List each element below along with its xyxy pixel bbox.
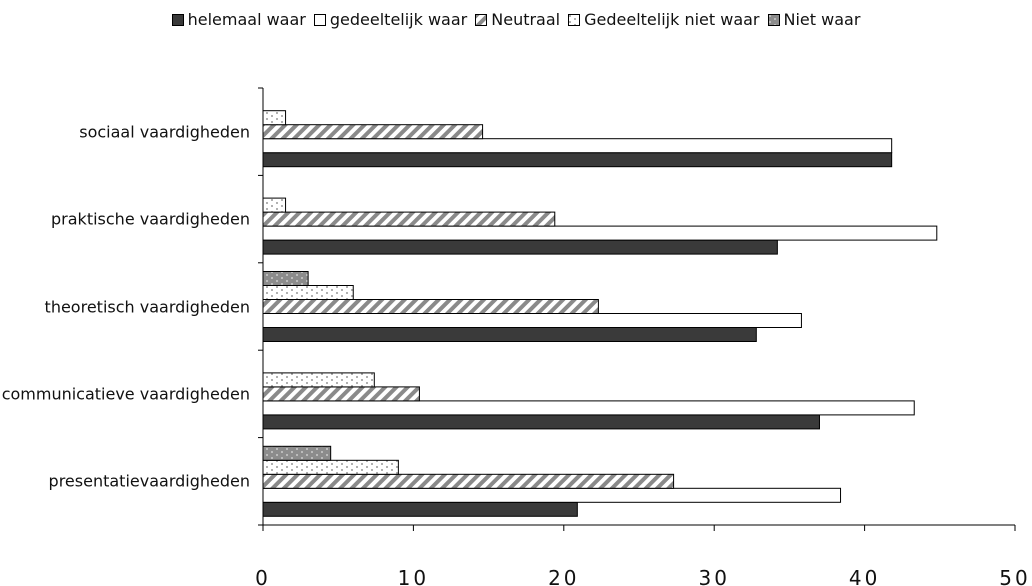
bar [262,487,842,503]
x-tick-label: 40 [849,566,880,586]
swatch [568,13,581,26]
legend-swatch [475,13,488,26]
swatch [313,13,326,26]
category-text: theoretisch vaardigheden [44,297,250,316]
bar [262,473,675,489]
bar [262,459,399,475]
bar [262,327,757,342]
bar [262,445,332,461]
category-label: sociaal vaardigheden [0,122,250,141]
legend-swatch [313,13,326,26]
category-label: praktische vaardigheden [0,210,250,229]
bar [262,271,309,286]
swatch [475,13,488,26]
category-text: sociaal vaardigheden [79,122,250,142]
bar [262,138,893,154]
category-text: praktische vaardigheden [51,209,250,229]
x-tick-label: 20 [548,566,579,586]
bar [262,211,556,227]
x-tick-label: 10 [398,566,429,586]
bar [262,110,287,126]
legend-label: Gedeeltelijk niet waar [584,10,760,29]
bar [262,313,802,328]
legend-label: Niet waar [783,10,861,29]
legend-entry: Gedeeltelijk niet waar [568,10,760,29]
legend-swatch [171,13,184,26]
bar [262,414,820,430]
category-text: presentatievaardigheden [48,471,250,491]
category-label: theoretisch vaardigheden [0,297,250,316]
bar [262,152,893,168]
bar [262,239,778,255]
swatch [767,13,780,26]
bar [262,372,375,388]
bar [262,197,287,213]
x-tick-label: 30 [698,566,729,586]
bar [262,124,484,140]
legend-entry: helemaal waar [171,10,306,29]
bar [262,225,938,241]
legend-entry: Neutraal [475,10,560,29]
swatch [171,13,184,26]
bar [262,285,354,300]
category-label: communicatieve vaardigheden [0,384,250,403]
legend: helemaal waar gedeeltelijk waar Neutraal Ge… [0,10,1032,29]
legend-label: gedeeltelijk waar [329,10,468,29]
x-tick-label: 0 [255,566,271,586]
legend-entry: Niet waar [767,10,861,29]
legend-entry: gedeeltelijk waar [313,10,468,29]
bar [262,501,578,517]
legend-label: Neutraal [491,10,561,29]
bar [262,299,599,314]
category-text: communicatieve vaardigheden [1,384,250,404]
category-label: presentatievaardigheden [0,472,250,491]
bar [262,386,420,402]
legend-label: helemaal waar [187,10,306,29]
legend-swatch [767,13,780,26]
bar [262,400,915,416]
x-tick-label: 50 [999,566,1030,586]
legend-swatch [568,13,581,26]
